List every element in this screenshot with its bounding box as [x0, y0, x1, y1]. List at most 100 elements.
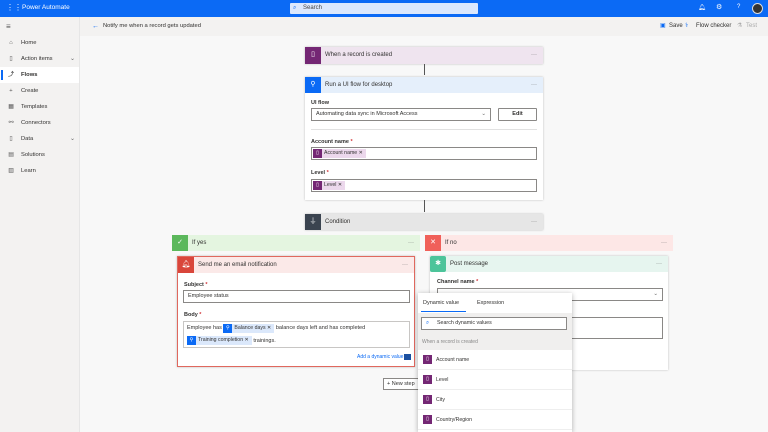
search-dynamic-input[interactable]: ⌕ Search dynamic values	[421, 317, 567, 330]
body-input[interactable]: Employee has ⚲ Balance days ✕ balance day…	[183, 321, 410, 348]
more-icon[interactable]: ···	[656, 261, 662, 267]
database-icon: ▯	[423, 415, 432, 424]
ui-flow-dropdown[interactable]: Automating data sync in Microsoft Access…	[311, 108, 491, 121]
if-no-branch: ✕ If no ···	[425, 235, 673, 251]
tab-expression[interactable]: Expression	[477, 300, 505, 306]
more-icon[interactable]: ···	[661, 240, 667, 246]
dynamic-item[interactable]: ▯ City	[418, 390, 572, 410]
body-text: balance days left and has completed	[275, 325, 366, 331]
stethoscope-icon: ⚕	[685, 23, 689, 29]
account-name-input[interactable]: ▯ Account name ✕	[311, 147, 537, 160]
solutions-icon: ▤	[8, 152, 14, 158]
search-input[interactable]: ⌕ Search	[290, 3, 478, 14]
nav-create[interactable]: + Create	[0, 83, 79, 99]
database-icon: ▯	[423, 375, 432, 384]
flow-checker-button[interactable]: Flow checker	[696, 23, 732, 29]
database-icon: ▯	[313, 149, 322, 158]
body-label: Body *	[184, 312, 202, 318]
database-icon: ▯	[423, 355, 432, 364]
flow-title: Notify me when a record gets updated	[103, 23, 201, 29]
slack-icon: ✱	[430, 256, 446, 272]
body-text: trainings.	[253, 338, 276, 344]
back-arrow-icon[interactable]: ←	[92, 23, 99, 30]
ui-flow-icon: ⚲	[305, 77, 321, 93]
add-dynamic-value-link[interactable]: Add a dynamic value	[357, 354, 404, 360]
search-placeholder: Search	[303, 5, 323, 11]
nav-label: Learn	[21, 168, 36, 174]
nav-label: Home	[21, 40, 37, 46]
tab-dynamic-value[interactable]: Dynamic value	[423, 300, 460, 306]
flask-icon: ⚗	[737, 23, 743, 29]
subject-input[interactable]: Employee status	[183, 290, 410, 303]
gear-icon[interactable]: ⚙	[716, 4, 723, 11]
training-completion-token[interactable]: ⚲ Training completion ✕	[187, 336, 252, 345]
edit-button[interactable]: Edit	[498, 108, 537, 121]
check-icon: ✓	[172, 235, 188, 251]
body-text: Employee has	[187, 325, 222, 331]
connector-icon: ⚯	[8, 120, 14, 126]
more-icon[interactable]: ···	[531, 219, 537, 225]
condition-card[interactable]: ⏚ Condition ···	[305, 214, 543, 230]
nav-data[interactable]: ▯ Data ⌄	[0, 131, 79, 147]
nav-templates[interactable]: ▦ Templates	[0, 99, 79, 115]
nav-connectors[interactable]: ⚯ Connectors	[0, 115, 79, 131]
more-icon[interactable]: ···	[531, 82, 537, 88]
email-card: 🔔︎ Send me an email notification ··· Subje…	[177, 256, 415, 367]
top-bar: ⋮⋮ Power Automate ⌕ Search 🔔︎ ⚙ ?	[0, 0, 768, 17]
chevron-down-icon: ⌄	[70, 136, 75, 142]
token-label: Level	[324, 182, 337, 188]
nav-label: Solutions	[21, 152, 45, 158]
save-button[interactable]: Save	[669, 23, 683, 29]
balance-days-token[interactable]: ⚲ Balance days ✕	[223, 324, 275, 333]
level-token[interactable]: ▯ Level ✕	[313, 181, 346, 190]
dynamic-content-popup: Dynamic value Expression ⌕ Search dynamic…	[418, 293, 572, 432]
item-label: Level	[436, 377, 449, 383]
dynamic-item[interactable]: ▯ Level	[418, 370, 572, 390]
nav-flows[interactable]: ⤴ Flows	[0, 67, 79, 83]
more-icon[interactable]: ···	[531, 52, 537, 58]
nav-label: Flows	[21, 72, 38, 78]
nav-label: Action items	[21, 56, 53, 62]
database-icon: ▯	[9, 136, 13, 142]
chevron-down-icon: ⌄	[653, 291, 658, 297]
item-label: City	[436, 397, 445, 403]
nav-action-items[interactable]: ▯ Action items ⌄	[0, 51, 79, 67]
level-input[interactable]: ▯ Level ✕	[311, 179, 537, 192]
test-button[interactable]: Test	[746, 23, 758, 29]
avatar[interactable]	[752, 3, 763, 14]
flow-icon: ⤴	[8, 72, 14, 78]
divider	[311, 129, 537, 130]
database-icon: ▯	[313, 181, 322, 190]
bell-icon[interactable]: 🔔︎	[698, 5, 706, 11]
dynamic-value-icon[interactable]	[404, 354, 411, 360]
database-icon: ▯	[423, 395, 432, 404]
nav-home[interactable]: ⌂ Home	[0, 35, 79, 51]
hamburger-icon[interactable]: ≡	[6, 22, 11, 31]
help-icon[interactable]: ?	[737, 4, 741, 10]
active-tab-indicator	[421, 311, 466, 312]
account-name-token[interactable]: ▯ Account name ✕	[313, 149, 366, 158]
ui-flow-label: UI flow	[311, 100, 330, 106]
dynamic-item[interactable]: ▯ Account name	[418, 350, 572, 370]
trigger-card[interactable]: ▯ When a record is created ···	[305, 47, 543, 64]
save-icon: ▣	[660, 23, 666, 29]
nav-label: Connectors	[21, 120, 51, 126]
more-icon[interactable]: ···	[408, 240, 414, 246]
level-label: Level *	[311, 170, 329, 176]
search-icon: ⌕	[293, 5, 297, 11]
new-step-button[interactable]: + New step	[383, 378, 423, 390]
nav-solutions[interactable]: ▤ Solutions	[0, 147, 79, 163]
trigger-title: When a record is created	[325, 52, 393, 58]
ui-flow-icon: ⚲	[187, 336, 196, 345]
more-icon[interactable]: ···	[402, 262, 408, 268]
token-label: Account name	[324, 150, 358, 156]
nav-learn[interactable]: ▥ Learn	[0, 163, 79, 179]
app-launcher-icon[interactable]: ⋮⋮	[6, 3, 22, 12]
search-icon: ⌕	[426, 320, 429, 326]
plus-icon: +	[9, 88, 13, 94]
nav-label: Data	[21, 136, 34, 142]
connector-arrow	[424, 200, 425, 212]
item-label: Country/Region	[436, 417, 473, 423]
dynamic-item[interactable]: ▯ Country/Region	[418, 410, 572, 430]
channel-name-label: Channel name *	[437, 279, 479, 285]
